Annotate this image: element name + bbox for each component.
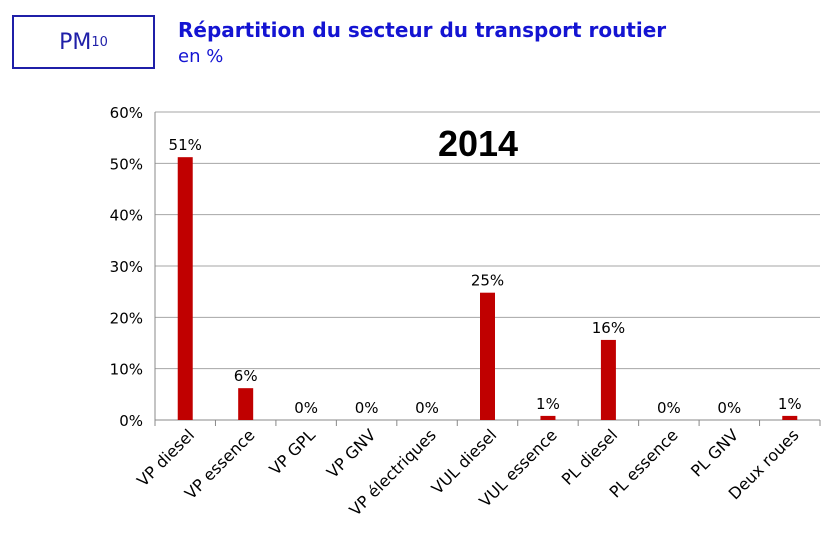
data-label: 16% [592, 319, 625, 337]
data-label: 0% [717, 399, 741, 417]
data-label: 51% [169, 136, 202, 154]
x-tick-label: PL diesel [558, 425, 621, 488]
x-tick-label: VP GNV [323, 425, 380, 482]
y-tick-label: 10% [110, 361, 143, 379]
pollutant-label: PM [59, 29, 92, 55]
data-label: 1% [778, 395, 802, 413]
bar [177, 157, 193, 420]
x-tick-label: PL GNV [687, 425, 742, 480]
y-tick-label: 0% [119, 412, 143, 430]
y-tick-label: 60% [110, 104, 143, 122]
data-label: 0% [415, 399, 439, 417]
data-label: 0% [294, 399, 318, 417]
bar [480, 292, 495, 420]
data-label: 1% [536, 395, 560, 413]
page-subtitle: en % [178, 46, 224, 67]
data-label: 25% [471, 272, 504, 290]
data-label: 6% [234, 367, 258, 385]
pollutant-subscript: 10 [91, 34, 108, 50]
bar [540, 415, 556, 420]
y-tick-label: 40% [110, 207, 143, 225]
bar [600, 339, 616, 420]
pollutant-box: PM 10 [12, 15, 155, 69]
bar [782, 415, 798, 420]
y-tick-label: 20% [110, 309, 143, 327]
bar [238, 388, 254, 420]
data-label: 0% [657, 399, 681, 417]
data-label: 0% [355, 399, 379, 417]
x-tick-label: VP diesel [133, 425, 198, 490]
page-title: Répartition du secteur du transport rout… [178, 18, 667, 42]
chart-title: 2014 [438, 123, 518, 164]
y-tick-label: 50% [110, 155, 143, 173]
y-tick-label: 30% [110, 258, 143, 276]
x-tick-label: VP GPL [265, 425, 319, 479]
